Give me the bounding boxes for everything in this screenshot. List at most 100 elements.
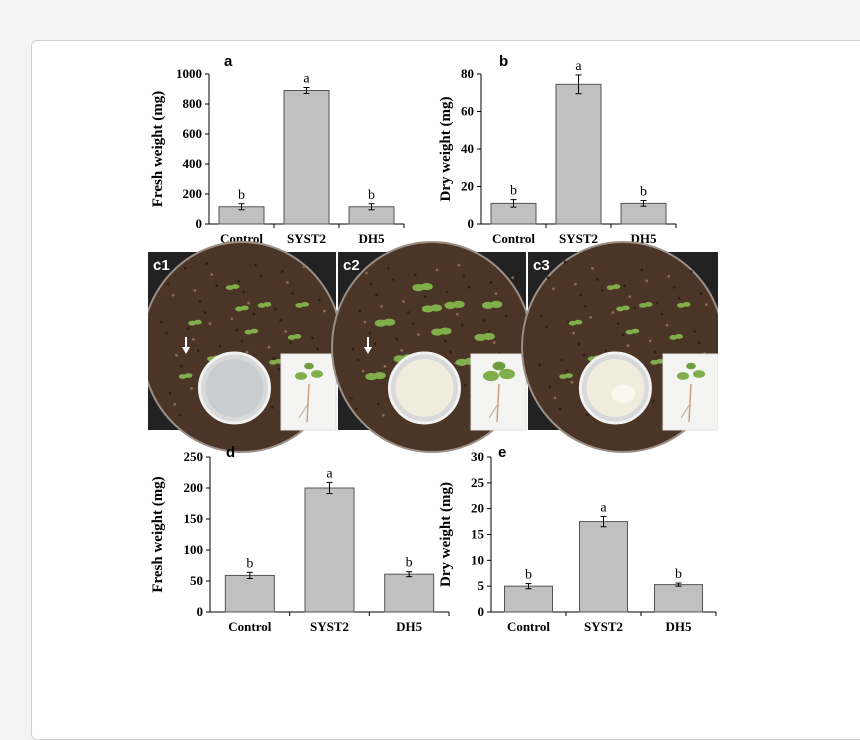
x-tick-label: DH5	[359, 231, 386, 246]
bar-control	[224, 574, 275, 613]
soil-speck	[259, 274, 262, 278]
seedling-leaf	[499, 368, 515, 380]
soil-speck	[449, 350, 452, 354]
soil-speck	[186, 326, 190, 330]
soil-speck	[467, 285, 471, 289]
colony-lump	[611, 385, 636, 403]
soil-speck	[551, 287, 555, 291]
y-tick-label: 200	[184, 480, 204, 495]
y-axis-label: Dry weight (mg)	[438, 482, 454, 587]
x-tick-label: SYST2	[310, 619, 349, 634]
chart-d: 0 50 100 150 200 250 Fresh weight (mg) Control b…	[150, 449, 450, 634]
soil-speck	[494, 292, 498, 295]
y-axis-label: Fresh weight (mg)	[150, 91, 166, 207]
soil-speck	[363, 320, 367, 324]
soil-speck	[317, 298, 321, 302]
significance-letter: b	[525, 568, 532, 583]
soil-speck	[589, 315, 593, 319]
x-tick-label: Control	[507, 619, 550, 634]
soil-speck	[289, 341, 293, 344]
seedling-leaf	[383, 318, 396, 326]
seedling-leaf	[439, 327, 452, 335]
significance-letter: a	[303, 72, 310, 87]
soil-speck	[584, 304, 587, 308]
seedling-leaf	[250, 328, 259, 334]
soil-speck	[689, 270, 693, 273]
soil-speck	[190, 387, 193, 390]
soil-speck	[464, 383, 467, 387]
bar-dh5	[654, 584, 703, 613]
bar-syst2	[283, 90, 330, 225]
x-tick-label: SYST2	[559, 231, 598, 246]
soil-speck	[375, 293, 378, 297]
soil-speck	[237, 279, 241, 283]
y-tick-label: 20	[471, 501, 484, 516]
soil-speck	[159, 320, 163, 324]
soil-speck	[156, 260, 160, 264]
significance-letter: b	[675, 567, 682, 582]
soil-speck	[208, 322, 212, 326]
soil-speck	[381, 413, 385, 417]
significance-letter: b	[238, 188, 245, 203]
soil-speck	[173, 402, 177, 406]
soil-speck	[412, 322, 415, 326]
soil-speck	[274, 308, 277, 311]
soil-speck	[311, 336, 314, 340]
soil-speck	[355, 407, 358, 411]
y-tick-label: 15	[471, 527, 485, 542]
seedling-root	[688, 383, 692, 423]
soil-speck	[407, 311, 410, 314]
soil-speck	[541, 265, 545, 269]
panel-label-e: e	[498, 444, 506, 461]
soil-speck	[570, 380, 574, 384]
soil-speck	[540, 314, 543, 318]
soil-speck	[247, 301, 251, 305]
soil-speck	[435, 268, 439, 272]
soil-speck	[560, 358, 564, 362]
soil-speck	[672, 285, 676, 289]
soil-speck	[482, 319, 486, 322]
y-tick-label: 0	[196, 216, 203, 231]
soil-speck	[413, 273, 417, 277]
soil-speck	[604, 349, 608, 352]
soil-speck	[235, 328, 239, 332]
seedling-leaf	[483, 370, 499, 382]
soil-speck	[660, 312, 664, 316]
seedling-leaf	[373, 372, 386, 380]
x-tick-label: SYST2	[287, 231, 326, 246]
seedling-leaf	[293, 334, 302, 339]
soil-speck	[548, 385, 552, 389]
soil-speck	[582, 353, 586, 357]
y-tick-label: 0	[468, 216, 475, 231]
soil-speck	[621, 333, 625, 337]
soil-speck	[391, 277, 395, 281]
soil-speck	[242, 290, 246, 294]
seedling-leaf	[492, 361, 506, 371]
soil-speck	[648, 339, 652, 343]
arrow-icon-head	[182, 347, 190, 354]
soil-speck	[205, 262, 209, 265]
seedling-leaf	[482, 332, 495, 341]
soil-speck	[462, 274, 466, 278]
soil-speck	[316, 347, 319, 351]
soil-speck	[279, 319, 283, 322]
seedling-leaf	[574, 319, 583, 325]
bar-syst2	[304, 487, 355, 613]
soil-speck	[180, 364, 183, 368]
soil-speck	[361, 369, 365, 373]
seedling-root	[306, 383, 310, 423]
soil-speck	[611, 311, 615, 314]
soil-speck	[272, 356, 276, 360]
soil-speck	[417, 333, 420, 337]
soil-speck	[628, 295, 632, 299]
seedling-leaf	[686, 362, 696, 370]
soil-speck	[356, 358, 360, 362]
soil-speck	[553, 396, 557, 400]
soil-speck	[601, 289, 604, 292]
soil-speck	[572, 331, 576, 335]
figure: 0 200 400 600 800 1000 Fresh weight (mg) Contro…	[141, 50, 725, 638]
soil-speck	[193, 289, 197, 292]
significance-letter: b	[406, 556, 413, 571]
y-tick-label: 400	[183, 156, 203, 171]
